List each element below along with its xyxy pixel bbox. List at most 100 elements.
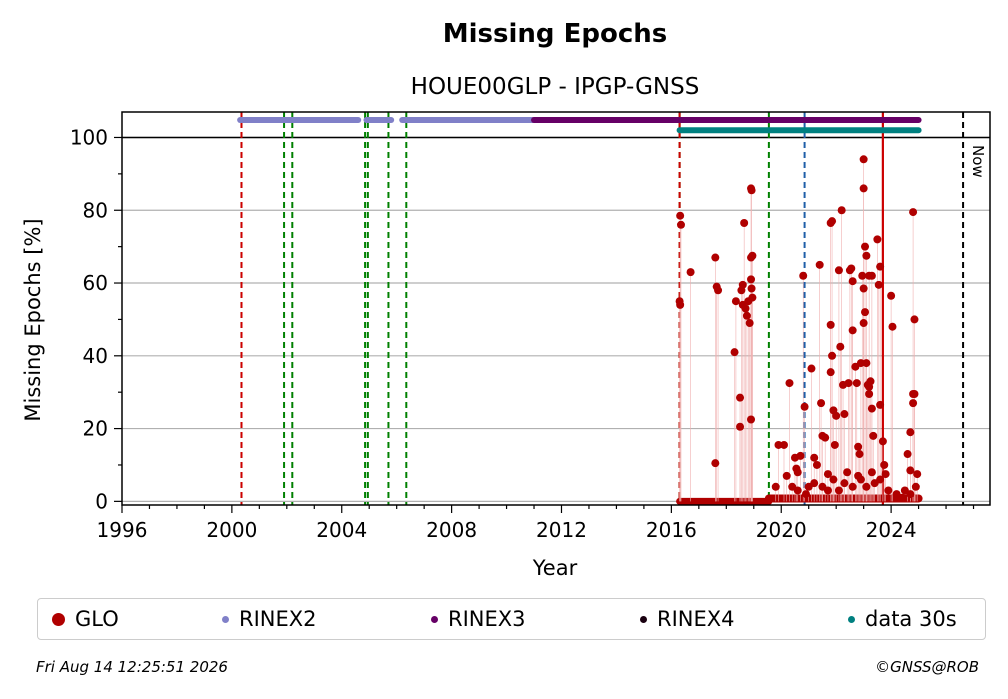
x-tick-label-2020: 2020 [756, 518, 807, 542]
glo-point-86 [866, 377, 875, 386]
glo-point-5 [711, 253, 720, 262]
glo-point-3 [676, 300, 685, 309]
now-label: Now [969, 145, 987, 178]
chart-title: Missing Epochs [443, 19, 667, 49]
legend-item-rinex2: RINEX2 [222, 599, 317, 639]
glo-point-72 [855, 450, 864, 459]
glo-point-24 [748, 251, 757, 260]
glo-point-37 [793, 468, 802, 477]
glo-point-123 [829, 475, 838, 484]
glo-point-95 [878, 437, 887, 446]
glo-point-39 [799, 271, 808, 280]
glo-point-111 [840, 479, 849, 488]
event-lines: Now [240, 112, 987, 505]
x-tick-label-2004: 2004 [316, 518, 367, 542]
glo-point-70 [852, 379, 861, 388]
glo-point-46 [817, 399, 826, 408]
y-tick-label-20: 20 [83, 417, 108, 441]
glo-point-107 [906, 466, 915, 475]
legend: GLO RINEX2 RINEX3 RINEX4 data 30s [37, 598, 986, 640]
glo-point-110 [823, 486, 832, 495]
y-tick-label-80: 80 [83, 198, 108, 222]
x-tick-label-2000: 2000 [206, 518, 257, 542]
glo-point-27 [748, 293, 757, 302]
glo-point-66 [847, 264, 856, 273]
glo-point-43 [810, 453, 819, 462]
glo-point-12 [736, 422, 745, 431]
y-tick-label-100: 100 [70, 125, 108, 149]
glo-point-71 [854, 442, 863, 451]
glo-point-85 [865, 390, 874, 399]
glo-point-25 [747, 275, 756, 284]
glo-point-52 [826, 320, 835, 329]
glo-point-97 [881, 470, 890, 479]
glo-point-18 [742, 311, 751, 320]
glo-point-116 [884, 486, 893, 495]
glo-point-48 [821, 433, 830, 442]
glo-point-114 [862, 482, 871, 491]
glo-point-26 [747, 284, 756, 293]
y-tick-label-60: 60 [83, 271, 108, 295]
glo-point-10 [731, 297, 740, 306]
glo-point-103 [910, 390, 919, 399]
glo-point-42 [807, 364, 816, 373]
glo-point-78 [862, 251, 871, 260]
glo-point-126 [867, 468, 876, 477]
glo-point-54 [826, 368, 835, 377]
glo-point-58 [834, 266, 843, 275]
glo-point-38 [796, 451, 805, 460]
x-tick-label-1996: 1996 [97, 518, 148, 542]
glo-point-33 [785, 379, 794, 388]
glo-point-7 [714, 286, 723, 295]
glo-point-44 [812, 460, 821, 469]
glo-point-45 [815, 260, 824, 269]
glo-point-0 [676, 211, 685, 220]
glo-point-81 [859, 319, 868, 328]
glo-point-4 [686, 268, 695, 277]
glo-point-125 [854, 471, 863, 480]
glo-point-30 [774, 440, 783, 449]
glo-point-87 [867, 404, 876, 413]
legend-label-rinex4: RINEX4 [657, 607, 735, 631]
plot-frame [121, 111, 991, 506]
x-tick-label-2012: 2012 [536, 518, 587, 542]
glo-point-119 [911, 482, 920, 491]
glo-point-31 [779, 440, 788, 449]
glo-point-75 [859, 155, 868, 164]
glo-point-77 [861, 242, 870, 251]
glo-point-20 [745, 319, 754, 328]
glo-point-62 [840, 410, 849, 419]
glo-point-127 [876, 475, 885, 484]
availability-bars [237, 117, 922, 134]
glo-point-129 [906, 490, 915, 499]
legend-label-rinex2: RINEX2 [239, 607, 317, 631]
glo-point-101 [910, 315, 919, 324]
glo-point-9 [730, 348, 739, 357]
glo-point-59 [836, 342, 845, 351]
glo-point-40 [800, 402, 809, 411]
glo-point-73 [856, 359, 865, 368]
glo-point-105 [906, 428, 915, 437]
glo-point-14 [738, 280, 747, 289]
glo-point-94 [876, 400, 885, 409]
glo-point-60 [837, 206, 846, 215]
glo-point-90 [867, 271, 876, 280]
glo-point-112 [848, 482, 857, 491]
glo-point-53 [828, 351, 837, 360]
glo-point-17 [741, 304, 750, 313]
glo-point-16 [740, 218, 749, 227]
glo-point-124 [834, 486, 843, 495]
glo-point-92 [876, 262, 885, 271]
glo-point-93 [874, 280, 883, 289]
legend-item-rinex3: RINEX3 [431, 599, 526, 639]
glo-point-64 [844, 379, 853, 388]
glo-point-80 [861, 308, 870, 317]
glo-marker-icon [52, 612, 65, 626]
glo-point-22 [747, 186, 756, 195]
glo-point-82 [862, 359, 871, 368]
legend-label-glo: GLO [75, 607, 119, 631]
glo-point-57 [832, 411, 841, 420]
glo-point-96 [880, 460, 889, 469]
footer-copyright: ©GNSS@ROB [875, 658, 979, 676]
glo-point-79 [859, 284, 868, 293]
